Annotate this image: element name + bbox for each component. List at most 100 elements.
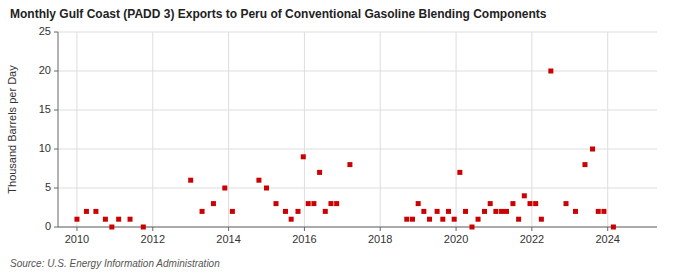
point: [93, 209, 98, 214]
point: [548, 69, 553, 74]
point: [476, 217, 481, 222]
point: [533, 201, 538, 206]
y-tick: [54, 188, 58, 189]
chart: 0 5 10 15 20 25 2010 2012 2014 2016 2018 2020 2022 20…: [0, 0, 675, 275]
point: [306, 201, 311, 206]
point: [457, 170, 462, 175]
point: [488, 201, 493, 206]
y-tick: [54, 110, 58, 111]
point: [317, 170, 322, 175]
point: [527, 201, 532, 206]
point: [516, 217, 521, 222]
y-tick: [54, 71, 58, 72]
x-grid-line: [304, 32, 305, 227]
point: [141, 225, 146, 230]
point: [421, 209, 426, 214]
y-tick-label: 0: [45, 220, 51, 232]
point: [222, 186, 227, 191]
point: [435, 209, 440, 214]
point: [230, 209, 235, 214]
x-tick: [456, 227, 457, 231]
x-axis-line: [58, 227, 657, 228]
y-tick: [54, 149, 58, 150]
source-note: Source: U.S. Energy Information Administ…: [10, 258, 220, 269]
point: [200, 209, 205, 214]
point: [452, 217, 457, 222]
point: [601, 209, 606, 214]
points: [74, 69, 615, 230]
point: [128, 217, 133, 222]
y-tick-label: 5: [45, 181, 51, 193]
x-tick-label: 2012: [141, 233, 165, 245]
grid: [58, 32, 657, 227]
x-tick-label: 2020: [444, 233, 468, 245]
point: [504, 209, 509, 214]
x-tick: [76, 227, 77, 231]
x-grid-line: [456, 32, 457, 227]
y-grid-line: [58, 71, 657, 72]
point: [289, 217, 294, 222]
y-tick-label: 15: [39, 103, 51, 115]
x-tick-label: 2018: [368, 233, 392, 245]
point: [264, 186, 269, 191]
point: [522, 193, 527, 198]
y-tick-label: 20: [39, 64, 51, 76]
y-axis-label: Thousand Barrels per Day: [6, 65, 18, 194]
point: [440, 217, 445, 222]
point: [323, 209, 328, 214]
point: [573, 209, 578, 214]
y-grid-line: [58, 110, 657, 111]
point: [211, 201, 216, 206]
x-tick-label: 2014: [216, 233, 240, 245]
point: [74, 217, 79, 222]
x-grid-line: [228, 32, 229, 227]
point: [84, 209, 89, 214]
point: [493, 209, 498, 214]
y-grid-line: [58, 188, 657, 189]
point: [446, 209, 451, 214]
point: [539, 217, 544, 222]
y-tick-label: 10: [39, 142, 51, 154]
point: [404, 217, 409, 222]
point: [510, 201, 515, 206]
point: [311, 201, 316, 206]
x-grid-line: [76, 32, 77, 227]
x-tick: [380, 227, 381, 231]
point: [564, 201, 569, 206]
x-tick: [228, 227, 229, 231]
point: [328, 201, 333, 206]
point: [410, 217, 415, 222]
point: [347, 162, 352, 167]
point: [273, 201, 278, 206]
point: [334, 201, 339, 206]
y-tick: [54, 227, 58, 228]
x-tick-label: 2024: [595, 233, 619, 245]
x-grid-line: [531, 32, 532, 227]
x-grid-line: [607, 32, 608, 227]
x-grid-line: [380, 32, 381, 227]
y-grid-line: [58, 227, 657, 228]
x-tick-label: 2016: [292, 233, 316, 245]
x-grid-line: [152, 32, 153, 227]
x-tick-label: 2010: [65, 233, 89, 245]
y-grid-line: [58, 149, 657, 150]
point: [295, 209, 300, 214]
point: [499, 209, 504, 214]
point: [596, 209, 601, 214]
x-tick-label: 2022: [520, 233, 544, 245]
y-tick-label: 25: [39, 25, 51, 37]
x-tick: [531, 227, 532, 231]
point: [116, 217, 121, 222]
point: [590, 147, 595, 152]
x-tick: [607, 227, 608, 231]
title: Monthly Gulf Coast (PADD 3) Exports to P…: [10, 7, 547, 21]
y-tick: [54, 32, 58, 33]
y-axis-line: [58, 32, 59, 227]
point: [611, 225, 616, 230]
point: [469, 225, 474, 230]
point: [416, 201, 421, 206]
point: [482, 209, 487, 214]
y-grid-line: [58, 32, 657, 33]
x-tick: [304, 227, 305, 231]
point: [463, 209, 468, 214]
